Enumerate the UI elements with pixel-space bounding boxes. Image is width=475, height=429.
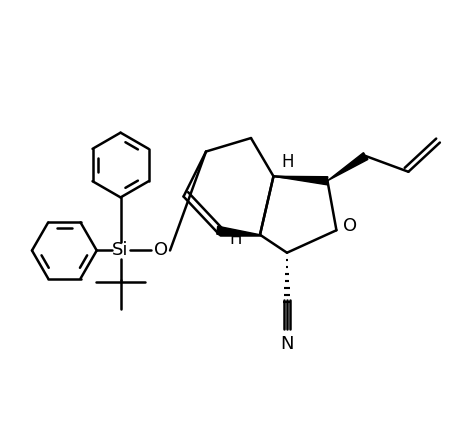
Text: H: H xyxy=(229,230,242,248)
Polygon shape xyxy=(327,153,368,181)
Text: Si: Si xyxy=(112,242,129,260)
Text: O: O xyxy=(154,242,168,260)
Text: H: H xyxy=(282,153,294,171)
Text: N: N xyxy=(280,335,294,353)
Polygon shape xyxy=(217,226,260,235)
Polygon shape xyxy=(274,176,328,185)
Text: O: O xyxy=(343,217,357,235)
